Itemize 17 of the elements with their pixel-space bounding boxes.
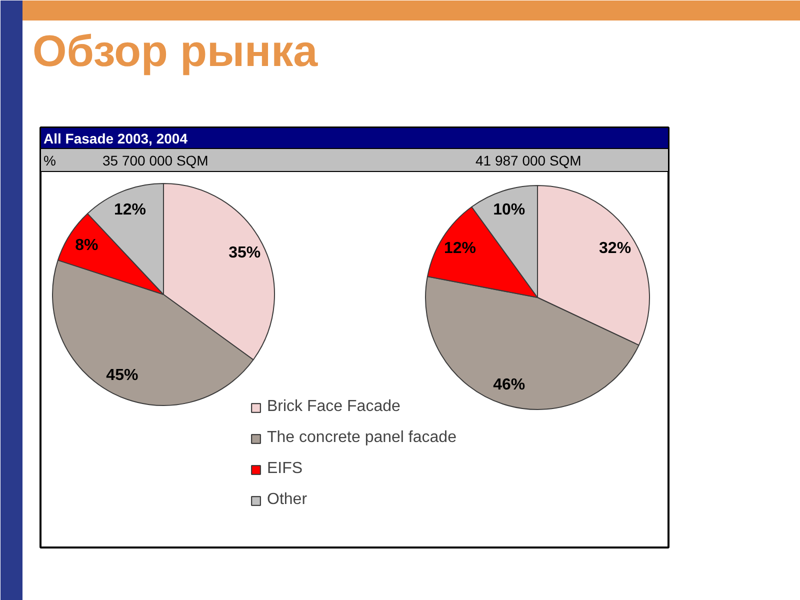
data-label: 12% (444, 240, 476, 257)
text: 41 987 000 SQM (476, 152, 582, 168)
data-label: 12% (114, 201, 146, 218)
data-label: 46% (493, 376, 526, 394)
data-label: 35% (228, 244, 261, 262)
data-label: 8% (75, 237, 98, 254)
legend-label: EIFS (267, 459, 303, 479)
chart-title: Обзор рынка (32, 27, 318, 76)
legend-label: Other (267, 490, 308, 510)
text: % (44, 152, 56, 168)
legend-label: The concrete panel facade (267, 428, 456, 448)
data-label: 32% (599, 240, 632, 257)
chart-subtitle: All Fasade 2003, 2004 (44, 130, 188, 146)
data-label: 10% (493, 202, 526, 219)
legend-label: Brick Face Facade (267, 397, 400, 417)
data-label: 45% (106, 367, 138, 384)
text: 35 700 000 SQM (102, 152, 208, 168)
